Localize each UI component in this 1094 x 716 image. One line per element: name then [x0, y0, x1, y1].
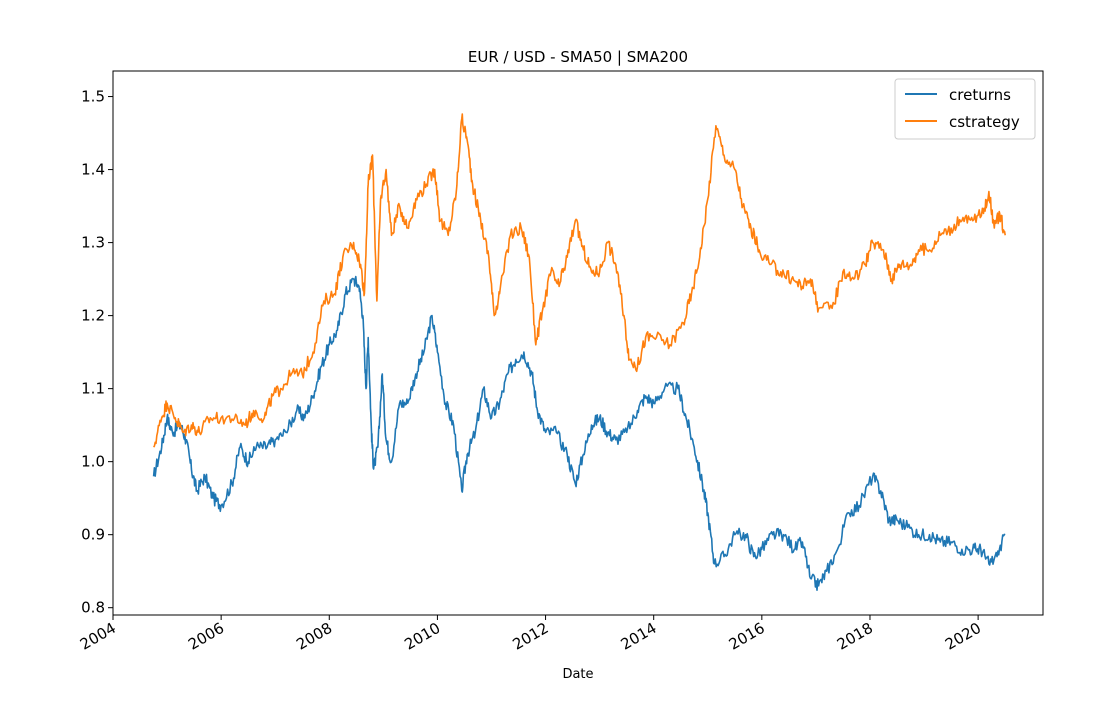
legend-label-creturns: creturns: [949, 86, 1011, 104]
series-line-creturns: [152, 275, 1006, 591]
y-tick-label: 1.4: [81, 161, 105, 179]
y-tick-label: 1.3: [81, 234, 105, 252]
series-line-cstrategy: [152, 113, 1006, 448]
y-axis: 0.8 0.9 1.0 1.1 1.2 1.3 1.4 1.5: [81, 88, 113, 617]
y-tick-label: 1.2: [81, 307, 105, 325]
x-axis-label: Date: [562, 667, 593, 682]
legend-label-cstrategy: cstrategy: [949, 113, 1020, 131]
legend: creturns cstrategy: [894, 78, 1036, 140]
y-tick-label: 0.8: [81, 599, 105, 617]
y-tick-label: 0.9: [81, 526, 105, 544]
y-tick-label: 1.0: [81, 453, 105, 471]
chart-title: EUR / USD - SMA50 | SMA200: [468, 48, 688, 66]
plot-area-frame: [112, 70, 1044, 616]
y-tick-label: 1.5: [81, 88, 105, 106]
y-tick-label: 1.1: [81, 380, 105, 398]
